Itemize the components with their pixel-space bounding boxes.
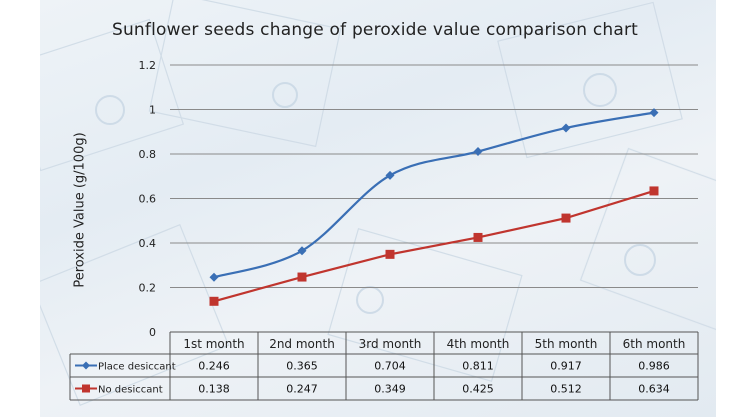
data-point <box>473 232 483 242</box>
data-point <box>473 147 483 157</box>
legend-key-marker <box>82 361 90 370</box>
x-tick-label: 2nd month <box>269 337 335 351</box>
legend-series-name: No desiccant <box>98 385 163 396</box>
table-value: 0.811 <box>462 360 494 373</box>
x-tick-label: 4th month <box>447 337 510 351</box>
table-value: 0.349 <box>374 383 406 396</box>
table-value: 0.512 <box>550 383 582 396</box>
background-frame <box>40 0 716 417</box>
series-line <box>213 189 655 303</box>
y-tick-label: 1.2 <box>139 59 157 72</box>
data-point <box>649 108 659 118</box>
x-tick-label: 6th month <box>623 337 686 351</box>
data-point <box>561 213 571 223</box>
data-point <box>649 186 659 196</box>
data-point <box>561 123 571 133</box>
table-value: 0.986 <box>638 360 670 373</box>
x-tick-label: 3rd month <box>359 337 422 351</box>
y-tick-label: 0.8 <box>139 148 157 161</box>
table-value: 0.247 <box>286 383 318 396</box>
y-tick-label: 0.4 <box>139 237 157 250</box>
table-value: 0.138 <box>198 383 230 396</box>
table-value: 0.917 <box>550 360 582 373</box>
table-value: 0.634 <box>638 383 670 396</box>
data-point <box>385 249 395 259</box>
table-value: 0.425 <box>462 383 494 396</box>
data-point <box>297 272 307 282</box>
table-value: 0.704 <box>374 360 406 373</box>
y-tick-label: 0.6 <box>139 193 157 206</box>
legend-series-name: Place desiccant <box>98 362 176 373</box>
data-point <box>297 246 307 256</box>
table-value: 0.246 <box>198 360 230 373</box>
data-point <box>385 170 395 180</box>
data-point <box>209 296 219 306</box>
y-tick-label: 0 <box>149 326 156 339</box>
table-value: 0.365 <box>286 360 318 373</box>
data-point <box>209 272 219 282</box>
x-tick-label: 1st month <box>183 337 244 351</box>
chart-title: Sunflower seeds change of peroxide value… <box>111 20 639 40</box>
background-pattern <box>40 0 716 407</box>
x-tick-label: 5th month <box>535 337 598 351</box>
legend-key-marker <box>82 384 90 393</box>
series-line <box>213 111 655 279</box>
y-tick-label: 1 <box>149 104 156 117</box>
y-tick-label: 0.2 <box>139 282 157 295</box>
